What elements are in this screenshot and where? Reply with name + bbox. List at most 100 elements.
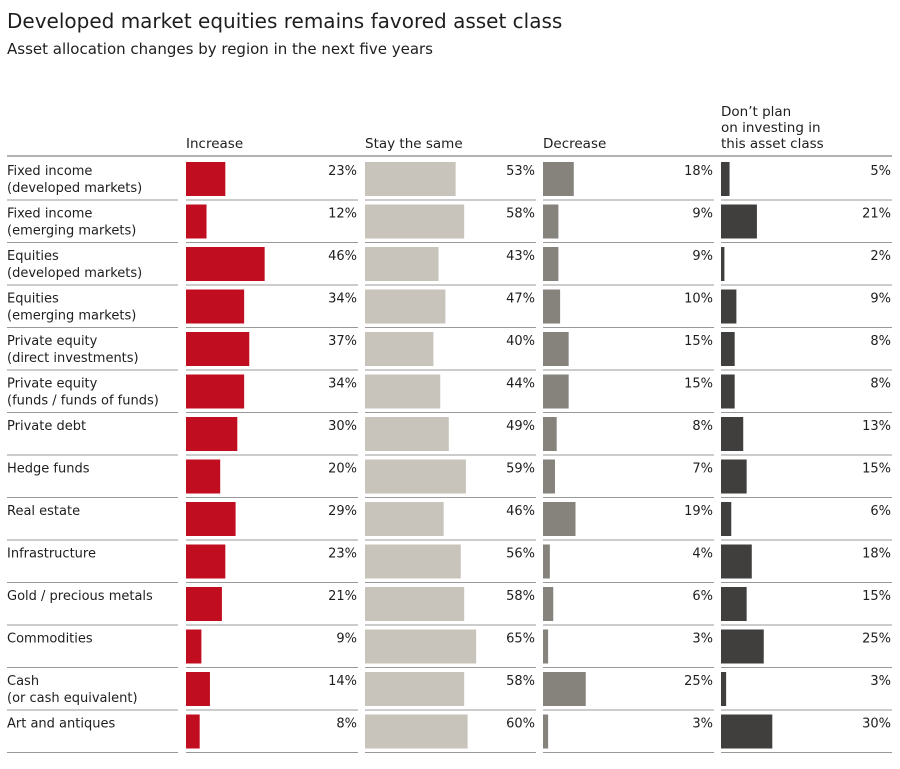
data-label: 6% — [870, 504, 891, 519]
bar — [365, 629, 477, 664]
bar — [721, 629, 764, 664]
row-label-line: Fixed income — [7, 207, 92, 222]
data-label: 7% — [692, 462, 713, 477]
bar — [543, 629, 549, 664]
data-label: 6% — [692, 589, 713, 604]
bar — [721, 714, 773, 749]
bar — [543, 714, 549, 749]
data-label: 34% — [328, 292, 357, 307]
row-label: Infrastructure — [7, 547, 96, 562]
column-header-line: on investing in — [721, 120, 821, 136]
bar — [543, 544, 550, 579]
column-header-3: Don’t plan on investing in this asset clas… — [721, 104, 824, 152]
data-label: 59% — [506, 462, 535, 477]
row-label-line: (emerging markets) — [7, 224, 136, 239]
row-label-line: Fixed income — [7, 164, 92, 179]
bar — [186, 672, 210, 706]
data-label: 8% — [692, 419, 713, 434]
row-label-line: (developed markets) — [7, 266, 142, 281]
data-label: 12% — [328, 207, 357, 222]
bar — [365, 459, 466, 494]
row-label: Hedge funds — [7, 462, 90, 477]
bar — [365, 714, 468, 749]
bar — [365, 672, 465, 706]
row-label: Equities (emerging markets) — [7, 292, 136, 324]
bar — [365, 204, 465, 239]
data-label: 23% — [328, 547, 357, 562]
row-label: Fixed income (developed markets) — [7, 164, 142, 196]
bar — [186, 417, 238, 451]
data-label: 60% — [506, 717, 535, 732]
row-label-line: Infrastructure — [7, 547, 96, 562]
row-label-line: (funds / funds of funds) — [7, 394, 159, 409]
bar — [721, 459, 747, 494]
data-label: 56% — [506, 547, 535, 562]
data-label: 53% — [506, 164, 535, 179]
bar — [721, 502, 732, 536]
column-header-line: Decrease — [543, 136, 607, 152]
data-label: 46% — [506, 504, 535, 519]
row-label-line: Private equity — [7, 334, 98, 349]
data-label: 30% — [862, 717, 891, 732]
bar — [365, 502, 444, 536]
data-label: 3% — [692, 717, 713, 732]
data-label: 25% — [862, 632, 891, 647]
data-label: 49% — [506, 419, 535, 434]
row-label: Fixed income (emerging markets) — [7, 207, 136, 239]
data-label: 21% — [862, 207, 891, 222]
data-label: 23% — [328, 164, 357, 179]
row-label: Gold / precious metals — [7, 589, 153, 604]
row-label: Art and antiques — [7, 717, 115, 732]
data-label: 9% — [692, 207, 713, 222]
row-label: Private equity (funds / funds of funds) — [7, 377, 159, 409]
bar — [186, 629, 202, 664]
bar — [543, 587, 554, 621]
bar — [543, 332, 569, 366]
row-label-line: Gold / precious metals — [7, 589, 153, 604]
data-label: 3% — [692, 632, 713, 647]
data-label: 18% — [862, 547, 891, 562]
bar — [721, 289, 737, 324]
data-label: 21% — [328, 589, 357, 604]
column-header-line: Stay the same — [365, 136, 463, 152]
data-label: 8% — [336, 717, 357, 732]
bar — [186, 587, 222, 621]
column-header-2: Decrease — [543, 136, 606, 152]
bar — [365, 374, 441, 409]
data-label: 34% — [328, 377, 357, 392]
bar — [721, 162, 730, 196]
chart-title: Developed market equities remains favore… — [7, 9, 563, 33]
data-label: 15% — [684, 334, 713, 349]
data-label: 13% — [862, 419, 891, 434]
data-label: 9% — [870, 292, 891, 307]
bar — [721, 587, 747, 621]
data-label: 58% — [506, 674, 535, 689]
data-label: 40% — [506, 334, 535, 349]
data-label: 44% — [506, 377, 535, 392]
data-label: 46% — [328, 249, 357, 264]
data-label: 2% — [870, 249, 891, 264]
row-label-line: Hedge funds — [7, 462, 90, 477]
data-label: 25% — [684, 674, 713, 689]
row-label-line: Art and antiques — [7, 717, 115, 732]
row-label: Private equity (direct investments) — [7, 334, 139, 366]
column-header-line: Increase — [186, 136, 244, 152]
bar — [543, 247, 559, 281]
bar — [186, 374, 245, 409]
data-label: 14% — [328, 674, 357, 689]
column-header-1: Stay the same — [365, 136, 463, 152]
data-label: 4% — [692, 547, 713, 562]
row-label-line: Equities — [7, 292, 59, 307]
row-label-line: (or cash equivalent) — [7, 691, 138, 706]
data-label: 19% — [684, 504, 713, 519]
bar — [365, 332, 434, 366]
data-label: 29% — [328, 504, 357, 519]
data-label: 37% — [328, 334, 357, 349]
data-label: 58% — [506, 589, 535, 604]
row-label-line: (direct investments) — [7, 351, 139, 366]
bar — [721, 417, 744, 451]
bar — [543, 502, 576, 536]
column-header-line: Don’t plan — [721, 104, 792, 120]
bar — [543, 289, 561, 324]
